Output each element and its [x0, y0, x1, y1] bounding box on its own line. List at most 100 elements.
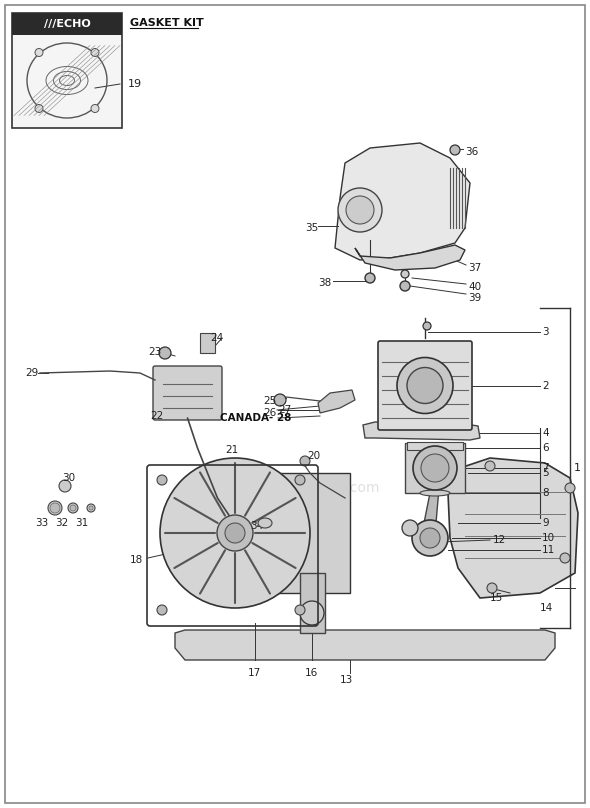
- Polygon shape: [424, 488, 439, 523]
- Text: 34: 34: [250, 521, 263, 531]
- Circle shape: [365, 273, 375, 283]
- Text: 27: 27: [278, 405, 291, 415]
- Text: 24: 24: [210, 333, 223, 343]
- Text: 5: 5: [542, 468, 549, 478]
- Text: 11: 11: [542, 545, 555, 555]
- Text: 6: 6: [542, 443, 549, 453]
- Polygon shape: [318, 390, 355, 413]
- Circle shape: [423, 322, 431, 330]
- Text: 3: 3: [542, 327, 549, 337]
- Bar: [200, 333, 215, 353]
- Text: 37: 37: [468, 263, 481, 273]
- Text: 22: 22: [150, 411, 163, 421]
- Text: 35: 35: [305, 223, 318, 233]
- Text: 7: 7: [542, 463, 549, 473]
- Circle shape: [225, 523, 245, 543]
- Ellipse shape: [258, 518, 272, 528]
- Text: 13: 13: [340, 675, 353, 685]
- Circle shape: [35, 48, 43, 57]
- Circle shape: [295, 475, 305, 485]
- Circle shape: [160, 458, 310, 608]
- Circle shape: [397, 357, 453, 414]
- Text: 10: 10: [542, 533, 555, 543]
- FancyBboxPatch shape: [378, 341, 472, 430]
- Text: 38: 38: [318, 278, 331, 288]
- Polygon shape: [175, 630, 555, 660]
- Circle shape: [400, 281, 410, 291]
- Text: 36: 36: [465, 147, 478, 157]
- Text: 4: 4: [542, 428, 549, 438]
- Text: 21: 21: [225, 445, 238, 455]
- Text: 12: 12: [493, 535, 506, 545]
- Text: 2: 2: [542, 381, 549, 391]
- Circle shape: [91, 48, 99, 57]
- Circle shape: [401, 270, 409, 278]
- Text: 17: 17: [248, 668, 261, 678]
- Polygon shape: [355, 245, 465, 270]
- Circle shape: [274, 394, 286, 406]
- Circle shape: [413, 446, 457, 490]
- Text: 23: 23: [148, 347, 161, 357]
- Circle shape: [89, 506, 93, 510]
- Circle shape: [91, 104, 99, 112]
- Ellipse shape: [420, 490, 450, 496]
- Text: 39: 39: [468, 293, 481, 303]
- Text: 29: 29: [25, 368, 38, 378]
- Text: 33: 33: [35, 518, 48, 528]
- Circle shape: [157, 475, 167, 485]
- Circle shape: [412, 520, 448, 556]
- Polygon shape: [448, 458, 578, 598]
- Circle shape: [217, 515, 253, 551]
- Circle shape: [421, 454, 449, 482]
- Text: eReplacementParts.com: eReplacementParts.com: [211, 481, 379, 495]
- Text: 25: 25: [263, 396, 276, 406]
- Text: 15: 15: [490, 593, 503, 603]
- Circle shape: [346, 196, 374, 224]
- Circle shape: [35, 104, 43, 112]
- Bar: [270, 473, 350, 593]
- Text: 18: 18: [130, 555, 143, 565]
- FancyBboxPatch shape: [153, 366, 222, 420]
- Circle shape: [87, 504, 95, 512]
- Circle shape: [159, 347, 171, 359]
- Text: 20: 20: [307, 451, 320, 461]
- Text: 1: 1: [574, 463, 581, 473]
- Polygon shape: [335, 143, 470, 260]
- Circle shape: [50, 503, 60, 513]
- Text: 40: 40: [468, 282, 481, 292]
- Text: 14: 14: [540, 603, 553, 613]
- Text: 26: 26: [263, 408, 276, 418]
- Circle shape: [485, 461, 495, 471]
- Circle shape: [300, 456, 310, 466]
- Circle shape: [450, 145, 460, 155]
- Circle shape: [565, 483, 575, 493]
- Circle shape: [560, 553, 570, 563]
- Circle shape: [300, 601, 324, 625]
- Circle shape: [157, 605, 167, 615]
- Circle shape: [420, 528, 440, 548]
- Bar: [405, 443, 465, 493]
- Polygon shape: [363, 422, 480, 440]
- Circle shape: [295, 605, 305, 615]
- Circle shape: [407, 368, 443, 403]
- Text: 16: 16: [305, 668, 318, 678]
- Circle shape: [338, 188, 382, 232]
- Text: 19: 19: [128, 79, 142, 89]
- Text: 30: 30: [62, 473, 75, 483]
- Circle shape: [402, 520, 418, 536]
- Text: 8: 8: [542, 488, 549, 498]
- Circle shape: [70, 505, 76, 511]
- Text: 31: 31: [75, 518, 88, 528]
- Bar: [12, 13, 122, 128]
- Bar: [12, 13, 122, 35]
- Circle shape: [487, 583, 497, 593]
- Bar: [407, 442, 463, 450]
- Circle shape: [59, 480, 71, 492]
- Text: GASKET KIT: GASKET KIT: [130, 18, 204, 28]
- Bar: [300, 573, 325, 633]
- Text: 32: 32: [55, 518, 68, 528]
- Circle shape: [48, 501, 62, 515]
- Text: 9: 9: [542, 518, 549, 528]
- Text: CANADA- 28: CANADA- 28: [220, 413, 291, 423]
- Text: ///ECHO: ///ECHO: [44, 19, 90, 29]
